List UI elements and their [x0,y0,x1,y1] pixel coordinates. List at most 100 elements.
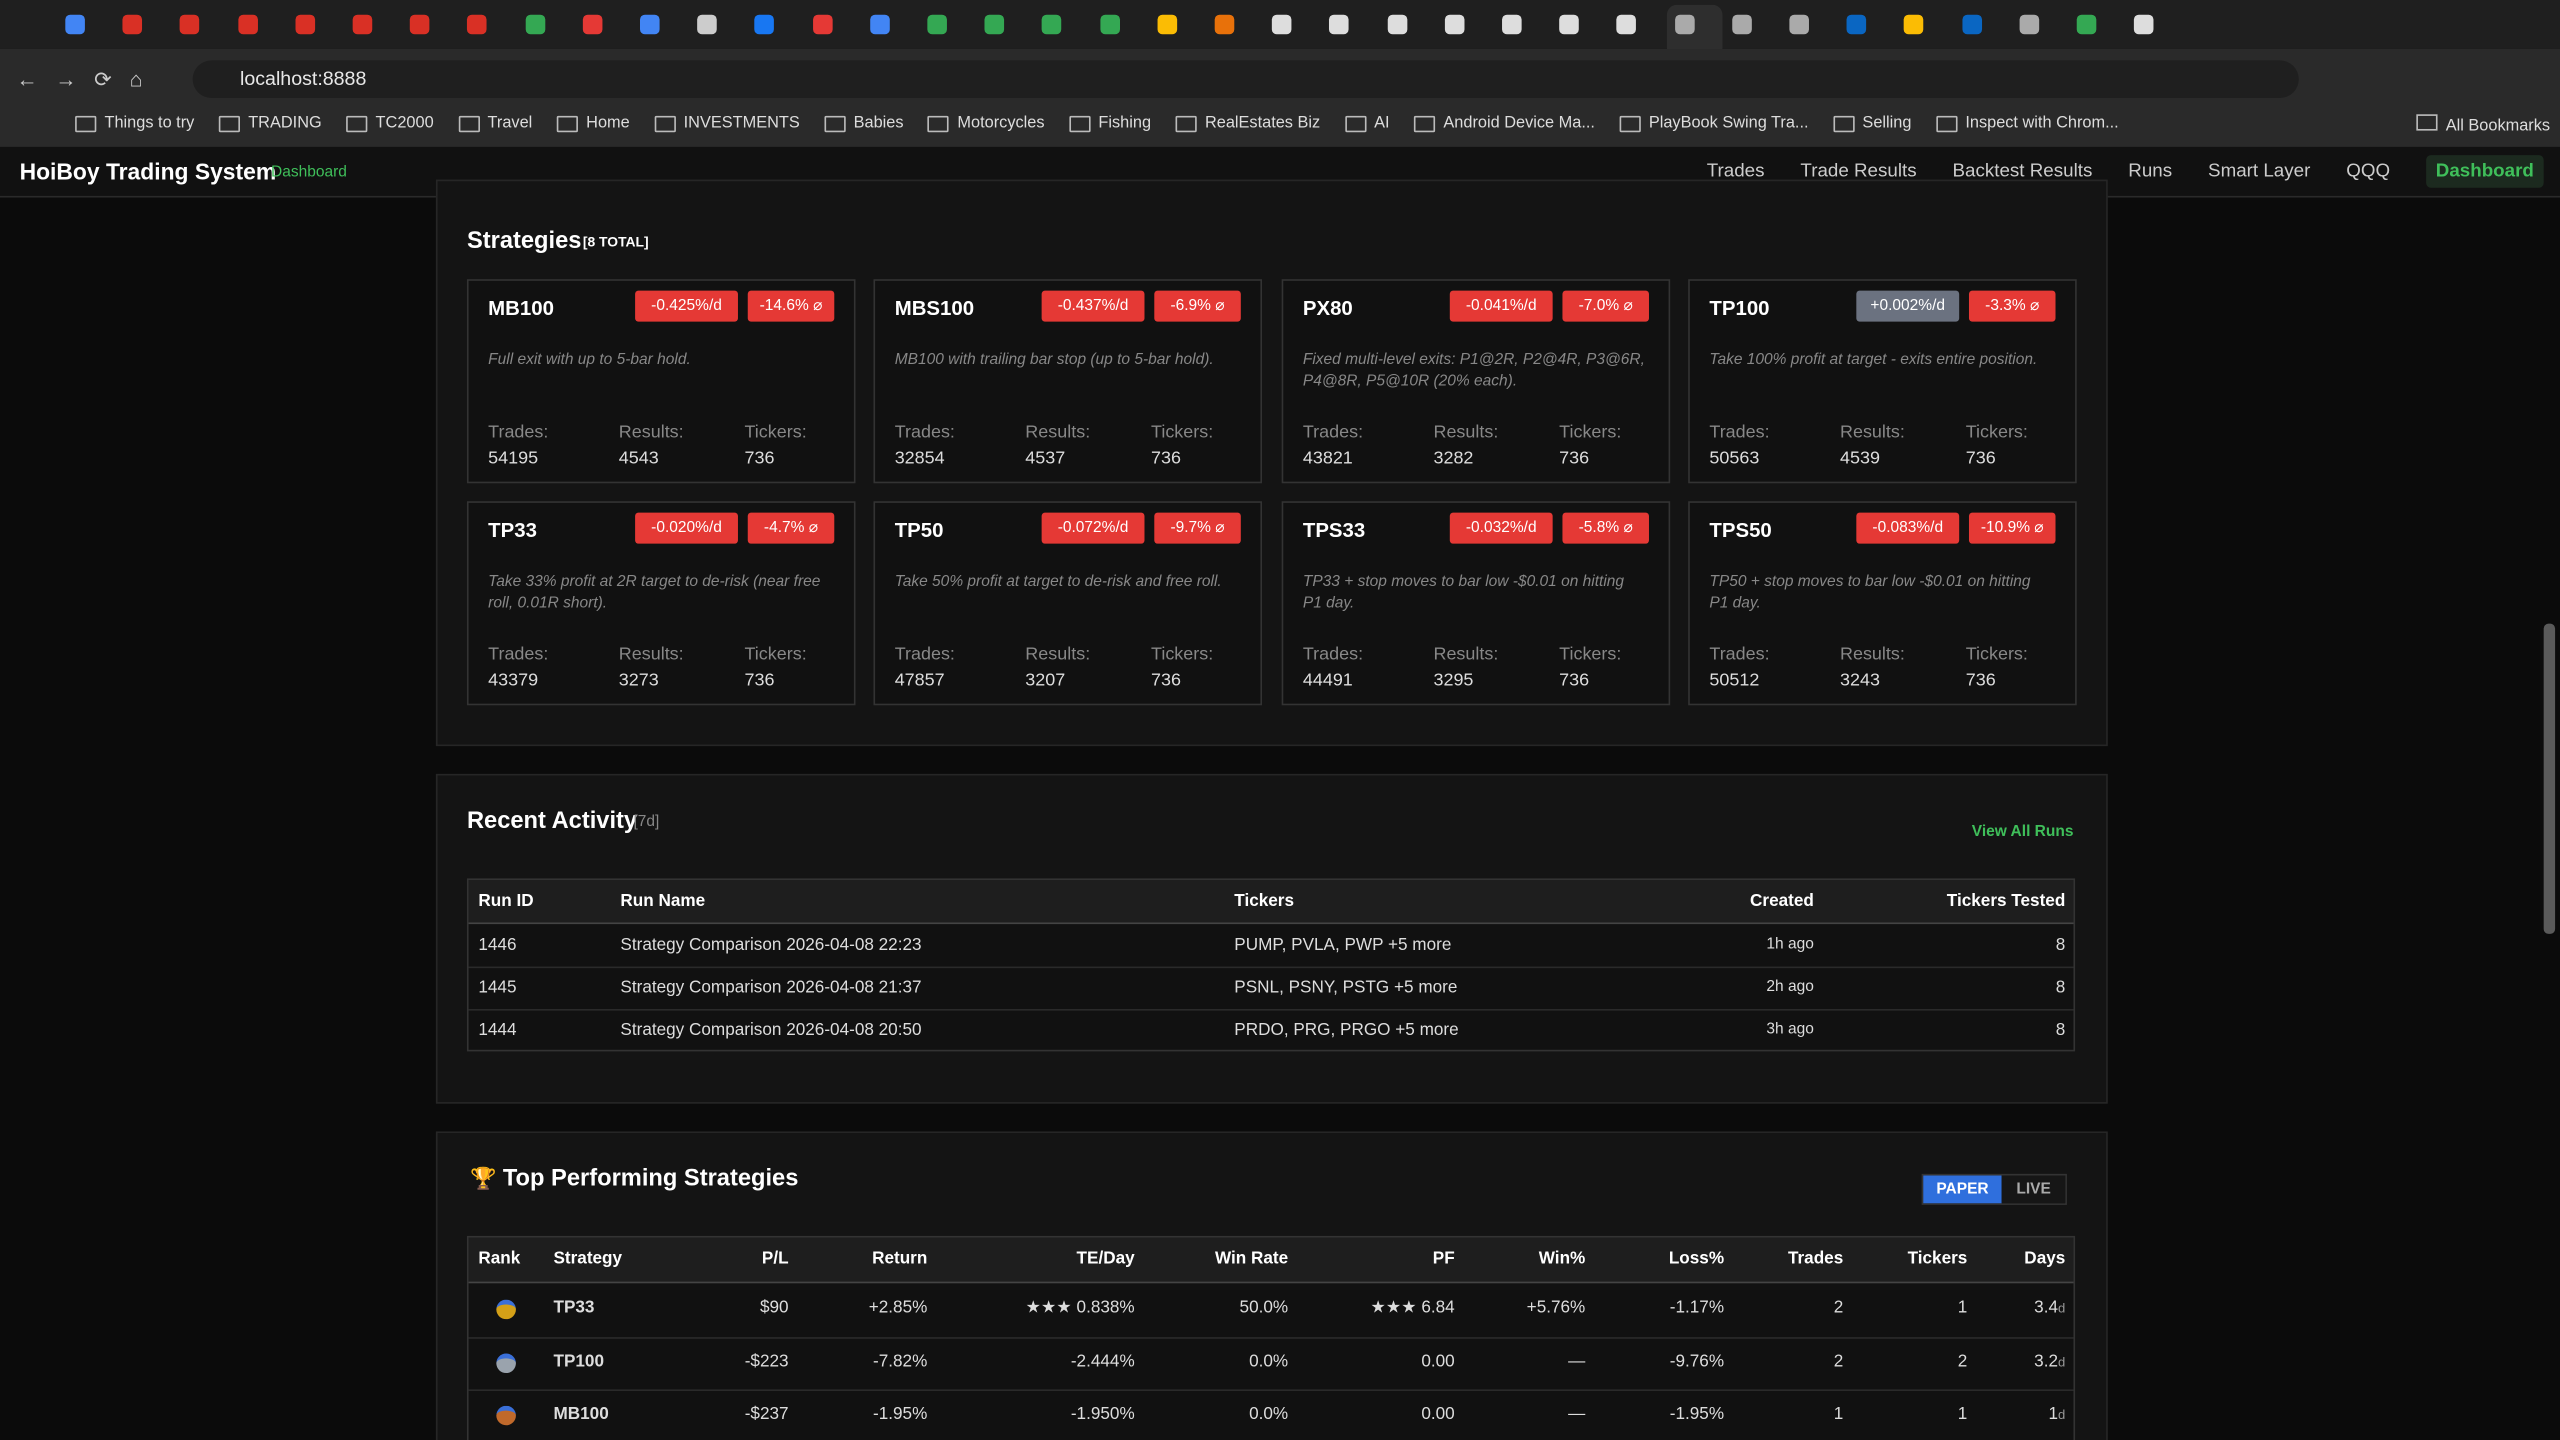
bookmark[interactable]: Motorcycles [928,114,1045,132]
tab-icon[interactable] [1444,14,1465,35]
bookmark[interactable]: AI [1344,114,1390,132]
strategy-card[interactable]: TP50 -9.7% ⌀ -0.072%/d Take 50% profit at t… [873,501,1263,706]
bookmark[interactable]: TRADING [218,114,322,132]
tab-icon[interactable] [1387,14,1407,35]
bookmark[interactable]: PlayBook Swing Tra... [1619,114,1809,132]
tab-icon[interactable] [1214,14,1235,35]
stat-value: 50512 [1709,671,1760,691]
tab-icon[interactable] [2134,14,2154,35]
bookmark[interactable]: Babies [824,114,904,132]
nav-link[interactable]: Trade Results [1800,161,1917,182]
tab-icon[interactable] [1272,14,1292,35]
bookmark-icon [218,115,241,132]
tab-icon[interactable] [1329,14,1350,35]
stat-label: Tickers: [744,644,807,665]
nav-link[interactable]: Runs [2128,161,2173,182]
tab-icon[interactable] [122,14,143,35]
bookmark[interactable]: Things to try [75,114,194,132]
view-all-link[interactable]: View All Runs [1971,822,2074,841]
scrollbar-thumb[interactable] [2543,623,2556,934]
bookmark[interactable]: Travel [458,114,532,132]
tab-icon[interactable] [582,14,603,35]
bookmark[interactable]: Selling [1833,114,1911,132]
badge-drawdown: -14.6% ⌀ [747,290,835,322]
strategy-card[interactable]: TPS33 -5.8% ⌀ -0.032%/d TP33 + stop moves t… [1281,501,1671,706]
tab-icon[interactable] [352,14,373,35]
tab-icon[interactable] [927,14,947,35]
tab-icon[interactable] [1789,14,1809,35]
table-cell: +2.85% [868,1297,928,1318]
stat-value: 47857 [894,671,945,691]
row-divider [468,1008,2074,1011]
tab-icon[interactable] [467,14,488,35]
stat-label: Tickers: [1151,422,1214,443]
bookmark[interactable]: RealEstates Biz [1175,114,1320,132]
bookmark[interactable]: Android Device Ma... [1414,114,1595,132]
nav-buttons[interactable]: ← → ⟳ ⌂ [16,66,143,92]
cell-unit: d [2058,1354,2066,1369]
table-cell: 8 [2055,1020,2066,1040]
nav-link[interactable]: Backtest Results [1952,161,2093,182]
tab-icon[interactable] [984,14,1005,35]
strategy-card[interactable]: TPS50 -10.9% ⌀ -0.083%/d TP50 + stop moves … [1688,501,2077,706]
tab-icon[interactable] [180,14,200,35]
strategy-card[interactable]: TP33 -4.7% ⌀ -0.020%/d Take 33% profit at 2… [466,501,856,706]
column-header: TE/Day [1076,1248,1135,1269]
table-cell: 3.4d [2034,1298,2065,1318]
tab-icon[interactable] [1904,14,1924,35]
table-cell: 1d [2048,1404,2065,1424]
tab-icon[interactable] [410,14,430,35]
tab-icon[interactable] [754,14,775,35]
table-cell: PRDO, PRG, PRGO +5 more [1234,1020,1459,1040]
tab-icon[interactable] [1157,14,1177,35]
table-cell: -9.76% [1669,1351,1725,1371]
tab-icon[interactable] [65,14,85,35]
tab-icon[interactable] [1502,14,1522,35]
strategy-card[interactable]: TP100 -3.3% ⌀ +0.002%/d Take 100% profit at… [1688,279,2077,484]
tab-icon[interactable] [525,14,545,35]
tab-icon[interactable] [1731,14,1752,35]
stat-value: 736 [1559,448,1590,469]
tab-icon[interactable] [2076,14,2097,35]
bookmark[interactable]: Inspect with Chrom... [1935,114,2119,132]
nav-link[interactable]: Trades [1706,161,1765,182]
mode-button[interactable]: LIVE [2001,1175,2066,1204]
bookmark[interactable]: TC2000 [346,114,434,132]
bookmark[interactable]: Fishing [1069,114,1151,132]
strategy-card[interactable]: MBS100 -6.9% ⌀ -0.437%/d MB100 with trailin… [873,279,1263,484]
table-cell: 1444 [478,1020,517,1040]
cell-value: 1 [2048,1404,2059,1424]
tab-icon[interactable] [237,14,258,35]
tab-icon[interactable] [295,14,315,35]
bookmark[interactable]: Home [556,114,630,132]
mode-button[interactable]: PAPER [1923,1175,2002,1204]
tab-icon[interactable] [1559,14,1580,35]
nav-link[interactable]: Smart Layer [2208,161,2311,182]
bookmark-icon [458,115,480,132]
all-bookmarks[interactable]: All Bookmarks [2416,114,2550,136]
card-description: Take 100% profit at target - exits entir… [1709,351,2038,369]
tab-icon[interactable] [1042,14,1062,35]
tab-icon[interactable] [869,14,890,35]
tab-icon[interactable] [1099,14,1120,35]
bookmark-icon [1833,115,1855,132]
tab-icon[interactable] [2019,14,2039,35]
tab-icon[interactable] [1961,14,1982,35]
address-bar[interactable] [192,60,2299,98]
badge-rate: -0.083%/d [1856,512,1960,544]
strategy-card[interactable]: MB100 -14.6% ⌀ -0.425%/d Full exit with up … [466,279,856,484]
tab-icon[interactable] [697,14,718,35]
tab-icon[interactable] [1846,14,1867,35]
card-description: TP50 + stop moves to bar low -$0.01 on h… [1709,573,2031,613]
strategy-card[interactable]: PX80 -7.0% ⌀ -0.041%/d Fixed multi-level ex… [1281,279,1671,484]
tab-icon[interactable] [1674,14,1695,35]
table-cell: 3.2d [2034,1351,2065,1371]
tab-icon[interactable] [1616,14,1637,35]
bookmark[interactable]: INVESTMENTS [654,114,800,132]
nav-link[interactable]: Dashboard [2425,155,2544,188]
tab-icon[interactable] [812,14,832,35]
tab-icon[interactable] [640,14,660,35]
card-name: MBS100 [894,297,975,320]
table-cell: -7.82% [873,1351,928,1371]
nav-link[interactable]: QQQ [2346,161,2391,182]
